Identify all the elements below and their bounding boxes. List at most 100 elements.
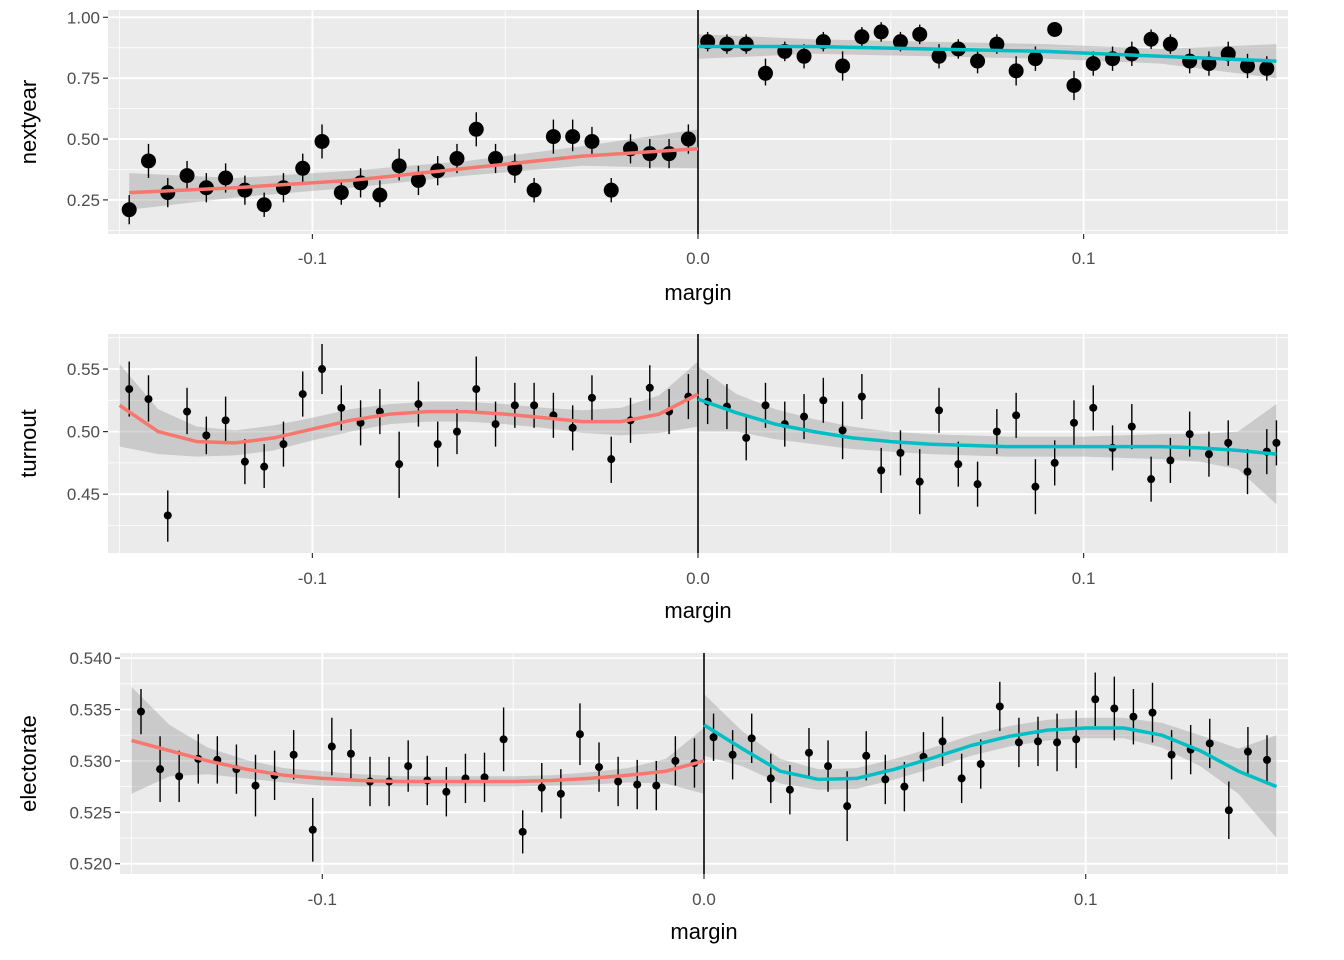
panel-nextyear: 0.25 0.50 0.75 1.00 -0.1 0.0 0.1 margin nextyear: [16, 8, 1288, 305]
data-point: [179, 168, 195, 184]
data-point: [854, 29, 870, 45]
confidence-band-right: [698, 366, 1277, 505]
data-point: [1205, 739, 1214, 748]
data-point: [614, 777, 623, 786]
data-point: [1014, 738, 1023, 747]
data-point: [1069, 418, 1078, 427]
data-point: [333, 185, 349, 201]
y-tick-label: 0.520: [69, 855, 112, 874]
data-point: [800, 412, 809, 421]
data-point: [1167, 750, 1176, 759]
data-point: [761, 401, 770, 410]
data-point: [747, 734, 756, 743]
data-point: [896, 448, 905, 457]
y-tick-label: 0.50: [67, 130, 100, 149]
data-point: [251, 781, 260, 790]
data-point: [256, 197, 272, 213]
data-point: [144, 395, 153, 404]
data-point: [900, 782, 909, 791]
data-point: [652, 781, 661, 790]
data-point: [1091, 695, 1100, 704]
data-point: [1127, 422, 1136, 431]
data-point: [1072, 735, 1081, 744]
x-tick-label: 0.0: [686, 249, 710, 268]
data-point: [1129, 712, 1138, 721]
data-point: [491, 420, 500, 429]
data-point: [136, 707, 145, 716]
y-tick-label: 1.00: [67, 8, 100, 27]
data-point: [912, 26, 928, 42]
confidence-band-left: [119, 361, 699, 457]
data-point: [499, 735, 508, 744]
data-point: [892, 34, 908, 50]
y-tick-label: 0.525: [69, 803, 112, 822]
x-tick-label: 0.1: [1072, 569, 1096, 588]
data-point: [976, 760, 985, 769]
data-point: [565, 129, 581, 145]
data-point: [931, 48, 947, 64]
data-point: [410, 172, 426, 188]
data-point: [140, 153, 156, 169]
data-point: [954, 460, 963, 469]
fit-line-left: [129, 147, 699, 195]
data-point: [1008, 63, 1024, 79]
data-point: [1148, 708, 1157, 717]
fit-line-right: [698, 44, 1277, 63]
data-point: [372, 187, 388, 203]
data-point: [395, 460, 404, 469]
data-point: [645, 383, 654, 392]
fit-line-left: [131, 738, 705, 784]
data-point: [1204, 450, 1213, 459]
data-point: [308, 825, 317, 834]
x-tick-label: 0.1: [1074, 890, 1098, 909]
fit-line-right: [697, 397, 1277, 456]
x-axis-title: margin: [670, 919, 737, 944]
y-axis-title: electorate: [16, 715, 41, 812]
data-point: [1053, 738, 1062, 747]
data-point: [337, 403, 346, 412]
data-point: [607, 455, 616, 464]
data-point: [766, 774, 775, 783]
data-point: [121, 202, 137, 218]
data-point: [318, 365, 327, 374]
data-point: [545, 129, 561, 145]
fit-line-right: [703, 723, 1278, 789]
data-point: [804, 748, 813, 757]
data-point: [298, 390, 307, 399]
data-point: [480, 773, 489, 782]
data-point: [356, 418, 365, 427]
data-point: [881, 775, 890, 784]
data-point: [160, 185, 176, 201]
data-point: [156, 765, 165, 774]
data-point: [587, 393, 596, 402]
data-point: [661, 146, 677, 162]
data-point: [537, 783, 546, 792]
data-point: [671, 756, 680, 765]
data-point: [1263, 755, 1272, 764]
data-point: [1085, 56, 1101, 72]
data-point: [1240, 58, 1256, 74]
data-point: [728, 750, 737, 759]
data-point: [824, 762, 833, 771]
data-point: [289, 750, 298, 759]
data-point: [468, 121, 484, 137]
x-tick-label: -0.1: [308, 890, 337, 909]
data-point: [275, 180, 291, 196]
y-tick-label: 0.535: [69, 701, 112, 720]
data-point: [452, 427, 461, 436]
data-point: [295, 160, 311, 176]
data-point: [488, 151, 504, 167]
panel-turnout: 0.45 0.50 0.55 -0.1 0.0 0.1 margin turnout: [16, 334, 1288, 623]
data-point: [163, 511, 172, 520]
data-point: [510, 401, 519, 410]
data-point: [709, 733, 718, 742]
fit-line-left: [118, 392, 699, 445]
data-point: [404, 762, 413, 771]
data-point: [449, 151, 465, 167]
y-tick-label: 0.50: [67, 423, 100, 442]
data-point: [835, 58, 851, 74]
data-point: [862, 751, 871, 760]
data-point: [742, 433, 751, 442]
x-tick-label: -0.1: [298, 569, 327, 588]
